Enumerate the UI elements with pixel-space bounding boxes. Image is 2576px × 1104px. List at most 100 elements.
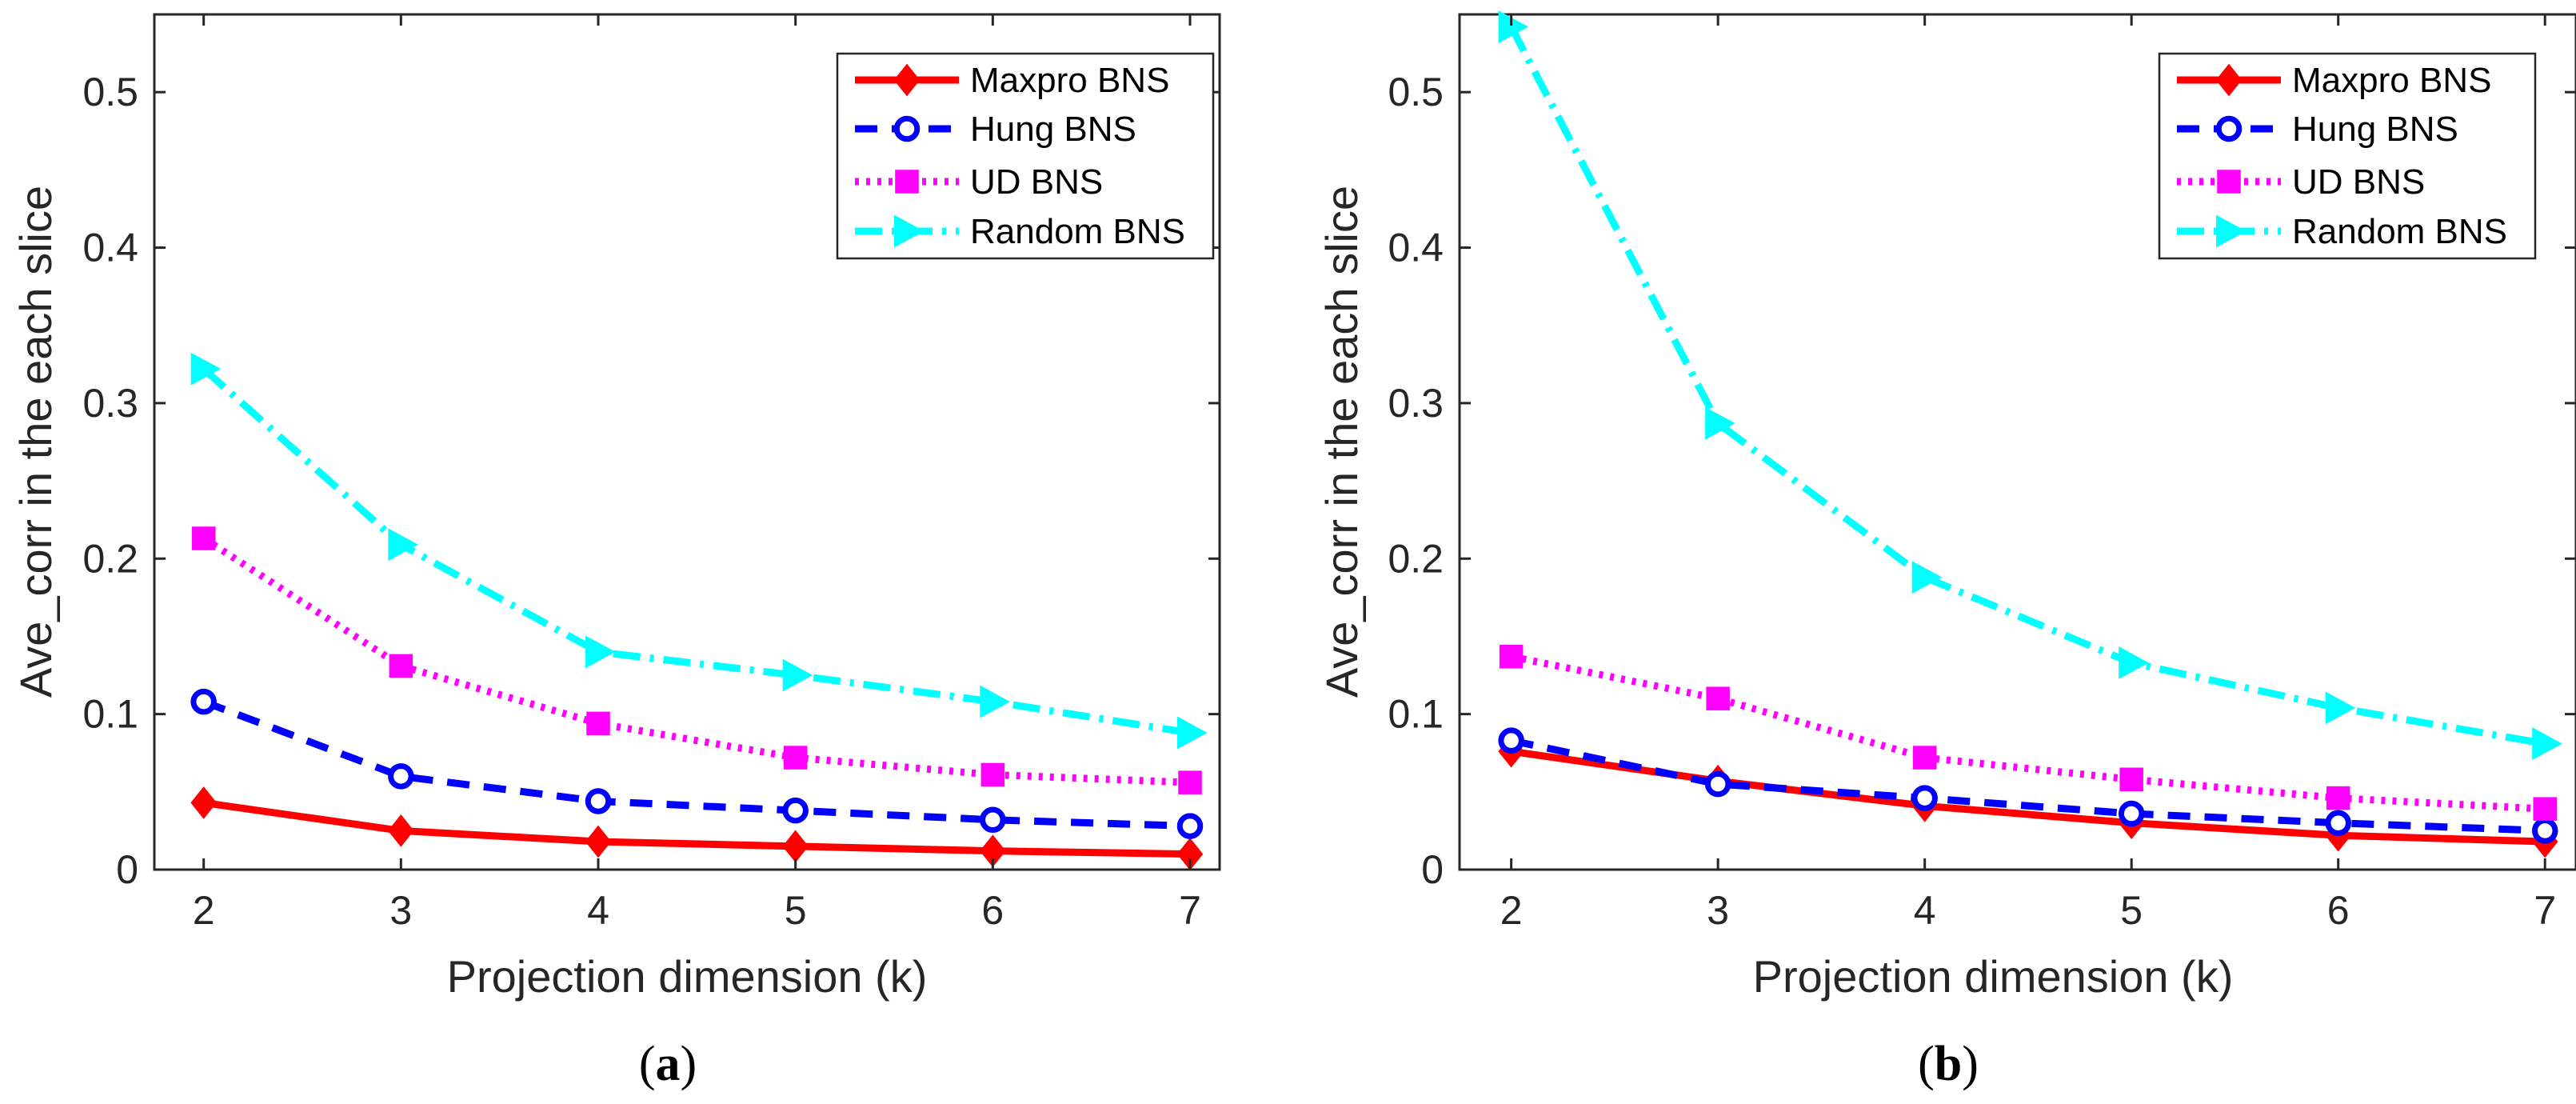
tick-layer-b: 2 3 4 5 6 7 0 0.1 0.2 0.3 0.4 0.5 xyxy=(1388,14,2576,933)
point-hung-a xyxy=(980,806,1006,834)
legend-marker-maxpro-b-shape xyxy=(2215,63,2243,97)
point-ud-a xyxy=(389,654,413,678)
point-ud-b xyxy=(1912,746,1937,770)
legend-entry-ud-b: UD BNS xyxy=(2177,162,2425,202)
point-hung-b xyxy=(2531,818,2558,844)
legend-marker-random-b-shape xyxy=(2216,214,2247,248)
legend-marker-hung-b xyxy=(2215,115,2243,142)
y-tick-label-a: 0.5 xyxy=(82,70,138,114)
y-tick-label-b: 0.5 xyxy=(1388,70,1444,114)
point-ud-b xyxy=(1706,686,1730,710)
legend-marker-ud-b xyxy=(2217,170,2241,194)
point-hung-b xyxy=(1498,727,1524,754)
legend-label-ud-a: UD BNS xyxy=(970,162,1103,202)
y-tick-label-b: 0.2 xyxy=(1388,536,1444,581)
y-tick-label-a: 0 xyxy=(116,847,138,892)
caption-a: (a) xyxy=(639,1037,697,1091)
legend-entry-maxpro-a: Maxpro BNS xyxy=(855,61,1169,100)
legend-entry-random-a: Random BNS xyxy=(855,212,1185,251)
legend-label-hung-b: Hung BNS xyxy=(2292,110,2458,149)
point-random-a xyxy=(1177,716,1208,750)
legend-marker-random-a xyxy=(894,214,925,248)
legend-marker-hung-b-shape xyxy=(2215,115,2243,142)
series-line-maxpro-a xyxy=(203,798,1191,858)
point-random-a xyxy=(585,635,616,669)
point-ud-a xyxy=(980,762,1005,787)
point-ud-b xyxy=(2119,767,2143,792)
point-ud-b xyxy=(1499,644,1524,669)
point-hung-b xyxy=(2325,810,2351,836)
x-tick-label-b: 2 xyxy=(1500,888,1523,933)
x-tick-label-b: 4 xyxy=(1914,888,1936,933)
series-random-b xyxy=(1498,10,2562,760)
point-maxpro-a xyxy=(388,814,414,847)
y-axis-label-b: Ave_corr in the each slice xyxy=(1316,186,1367,698)
series-maxpro-a xyxy=(190,786,1204,870)
point-hung-a xyxy=(585,788,612,814)
panel-b: 2 3 4 5 6 7 0 0.1 0.2 0.3 0.4 0.5 Projection dimens… xyxy=(1316,10,2576,1091)
legend-marker-maxpro-a-shape xyxy=(893,63,921,97)
series-hung-a xyxy=(190,688,1204,839)
caption-letter-a: a xyxy=(656,1037,681,1091)
legend-entry-hung-a: Hung BNS xyxy=(855,110,1136,149)
legend-label-ud-b: UD BNS xyxy=(2292,162,2425,202)
legend-marker-hung-a-shape xyxy=(893,115,921,142)
caption-b: (b) xyxy=(1918,1037,1979,1091)
y-tick-label-b: 0.3 xyxy=(1388,381,1444,426)
x-tick-label-b: 5 xyxy=(2120,888,2143,933)
point-hung-a xyxy=(388,763,414,790)
legend-marker-random-b xyxy=(2216,214,2247,248)
point-random-a xyxy=(980,685,1010,718)
y-tick-label-a: 0.4 xyxy=(82,226,138,270)
legend-entry-hung-b: Hung BNS xyxy=(2177,110,2458,149)
x-tick-label-a: 6 xyxy=(981,888,1004,933)
series-ud-a xyxy=(191,526,1202,794)
point-random-b xyxy=(2532,727,2562,760)
legend-marker-ud-a-shape xyxy=(895,170,919,194)
series-line-ud-a xyxy=(202,535,1191,786)
legend-marker-ud-b-shape xyxy=(2217,170,2241,194)
point-ud-a xyxy=(783,746,808,770)
point-hung-a xyxy=(782,797,809,824)
point-hung-a xyxy=(1176,813,1204,839)
x-tick-label-a: 7 xyxy=(1179,888,1201,933)
point-maxpro-a xyxy=(585,825,612,858)
x-tick-label-b: 6 xyxy=(2327,888,2350,933)
x-axis-label-a: Projection dimension (k) xyxy=(447,951,928,1002)
point-random-a xyxy=(782,658,813,692)
point-ud-b xyxy=(2326,786,2350,810)
legend-marker-random-a-shape xyxy=(894,214,925,248)
y-tick-label-a: 0.1 xyxy=(82,692,138,737)
series-line-hung-b xyxy=(1510,737,2546,834)
series-line-maxpro-b xyxy=(1510,747,2546,846)
panel-a: 2 3 4 5 6 7 0 0.1 0.2 0.3 0.4 0.5 Projection dimens… xyxy=(10,13,1221,1091)
point-random-b xyxy=(1911,561,1943,594)
legend-entry-maxpro-b: Maxpro BNS xyxy=(2177,61,2491,100)
series-line-random-a xyxy=(201,366,1191,737)
point-hung-b xyxy=(1911,785,1938,811)
x-tick-label-a: 2 xyxy=(193,888,215,933)
y-tick-label-b: 0.1 xyxy=(1388,692,1444,737)
y-tick-label-b: 0 xyxy=(1421,847,1444,892)
legend-entry-ud-a: UD BNS xyxy=(855,162,1103,202)
point-random-b xyxy=(1498,10,1529,43)
point-hung-b xyxy=(2118,800,2145,827)
point-random-b xyxy=(2119,646,2149,679)
series-hung-b xyxy=(1498,727,2558,844)
legend-marker-ud-a xyxy=(895,170,919,194)
legend-label-random-a: Random BNS xyxy=(970,212,1185,251)
y-axis-label-a: Ave_corr in the each slice xyxy=(10,186,61,698)
point-random-a xyxy=(388,528,418,562)
legend-entry-random-b: Random BNS xyxy=(2177,212,2507,251)
legend-marker-hung-a xyxy=(893,115,921,142)
y-tick-label-a: 0.2 xyxy=(82,536,138,581)
y-tick-label-b: 0.4 xyxy=(1388,226,1444,270)
point-random-b xyxy=(2325,691,2356,725)
series-ud-b xyxy=(1499,644,2557,821)
y-tick-label-a: 0.3 xyxy=(82,381,138,426)
x-axis-label-b: Projection dimension (k) xyxy=(1753,951,2234,1002)
x-tick-label-a: 4 xyxy=(587,888,609,933)
series-random-a xyxy=(190,352,1208,750)
x-tick-label-b: 7 xyxy=(2534,888,2556,933)
legend-marker-maxpro-a xyxy=(893,63,921,97)
